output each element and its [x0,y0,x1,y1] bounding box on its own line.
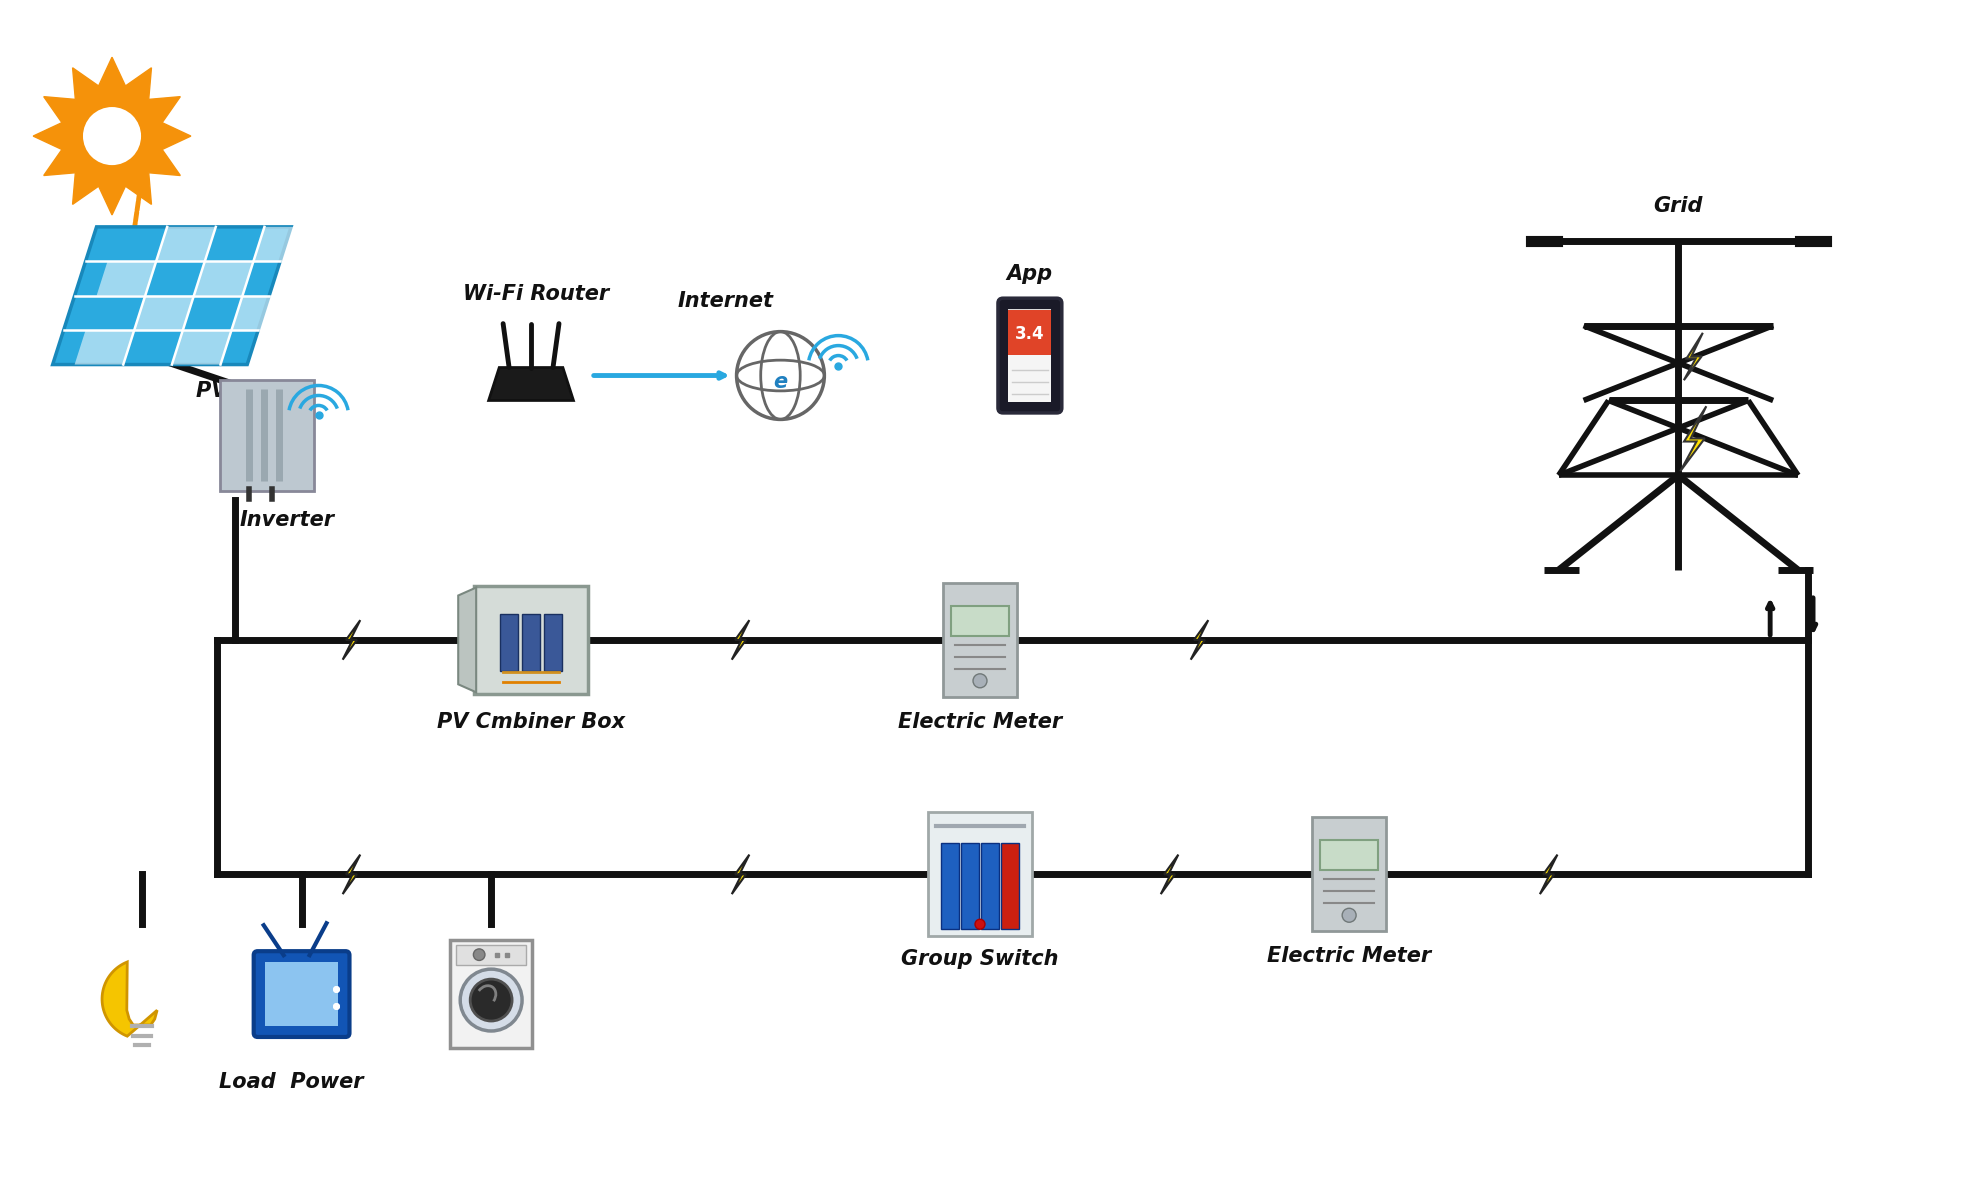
FancyBboxPatch shape [265,962,339,1027]
Polygon shape [343,854,361,894]
Polygon shape [1683,333,1703,380]
Polygon shape [33,57,190,215]
FancyBboxPatch shape [1001,844,1018,930]
FancyBboxPatch shape [928,813,1032,936]
FancyBboxPatch shape [981,844,999,930]
FancyBboxPatch shape [1008,310,1052,357]
FancyBboxPatch shape [220,380,314,491]
Circle shape [471,979,512,1021]
Text: Electric Meter: Electric Meter [899,712,1061,731]
FancyBboxPatch shape [999,299,1061,413]
FancyBboxPatch shape [944,583,1016,697]
FancyBboxPatch shape [1313,817,1385,931]
Polygon shape [1162,854,1179,894]
Text: Load  Power: Load Power [220,1072,363,1092]
Text: Group Switch: Group Switch [901,949,1059,969]
Polygon shape [137,979,145,1015]
FancyBboxPatch shape [457,945,526,964]
Polygon shape [1191,620,1209,660]
Polygon shape [194,262,253,295]
Text: e: e [773,372,787,392]
Polygon shape [75,330,133,364]
FancyBboxPatch shape [1008,310,1052,320]
Polygon shape [489,368,573,400]
Text: 3.4: 3.4 [1014,325,1044,343]
Text: App: App [1007,264,1054,283]
Circle shape [80,105,143,167]
Polygon shape [459,588,477,692]
Polygon shape [343,620,361,660]
FancyBboxPatch shape [942,844,959,930]
Circle shape [973,674,987,688]
Text: Grid: Grid [1654,196,1703,216]
FancyBboxPatch shape [1008,355,1052,402]
Circle shape [975,919,985,930]
Polygon shape [53,227,290,364]
FancyBboxPatch shape [1320,840,1377,870]
FancyBboxPatch shape [500,614,518,670]
Circle shape [473,949,485,961]
Polygon shape [96,262,157,295]
Polygon shape [102,962,157,1036]
Polygon shape [157,227,216,262]
Text: Electric Meter: Electric Meter [1267,946,1430,967]
Polygon shape [232,295,290,330]
FancyBboxPatch shape [253,951,349,1037]
Polygon shape [253,227,314,262]
FancyBboxPatch shape [961,844,979,930]
FancyBboxPatch shape [522,614,540,670]
Polygon shape [173,330,232,364]
Text: Inverter: Inverter [239,510,334,531]
Circle shape [461,969,522,1031]
FancyBboxPatch shape [1008,310,1052,402]
Polygon shape [732,854,749,894]
Circle shape [1342,908,1356,923]
Circle shape [736,332,824,419]
Text: Internet: Internet [677,290,773,311]
Text: PV Cmbiner Box: PV Cmbiner Box [438,712,626,731]
FancyBboxPatch shape [449,939,532,1048]
Text: PV Array: PV Array [196,380,298,400]
Text: Wi-Fi Router: Wi-Fi Router [463,283,608,304]
Polygon shape [1540,854,1558,894]
FancyBboxPatch shape [475,586,589,694]
Polygon shape [732,620,749,660]
FancyBboxPatch shape [543,614,561,670]
FancyBboxPatch shape [952,606,1008,636]
Polygon shape [133,295,194,330]
Polygon shape [1679,406,1707,471]
